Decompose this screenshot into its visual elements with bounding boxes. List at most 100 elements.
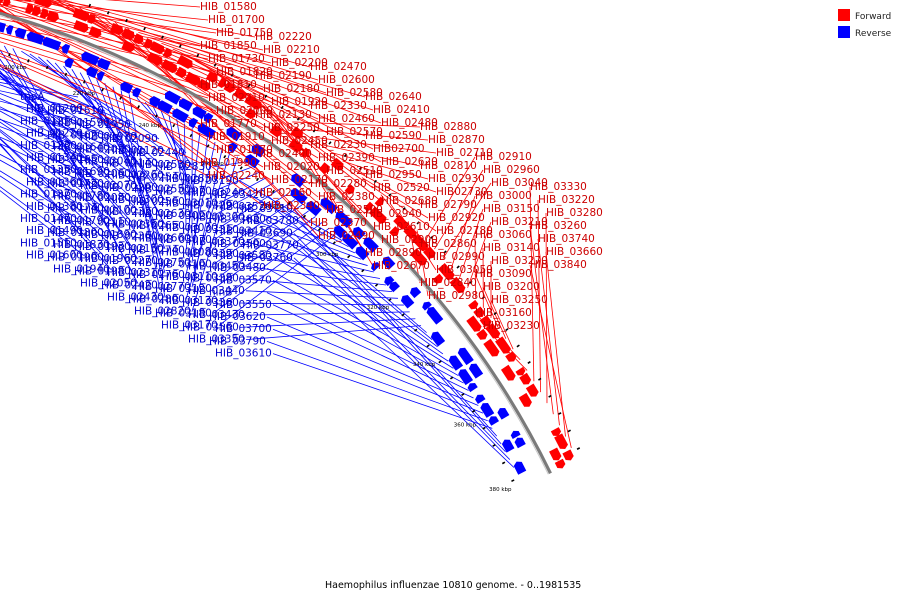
leader-line (0, 153, 79, 195)
reverse-gene-arrow (363, 237, 379, 253)
forward-gene-arrow (505, 351, 517, 362)
reverse-gene-label: HIB_01610 (47, 105, 104, 117)
feature-mark (358, 166, 363, 170)
reverse-gene-arrow (251, 143, 266, 158)
reverse-gene-arrow (42, 36, 62, 51)
forward-gene-label: HIB_03280 (546, 207, 603, 219)
leader-line (0, 138, 112, 246)
forward-gene-label: HIB_02920 (428, 212, 485, 224)
leader-line (0, 121, 112, 197)
leader-line (79, 72, 166, 225)
forward-gene-arrow (46, 10, 59, 22)
forward-gene-label: HIB_02780 (436, 225, 493, 237)
forward-gene-label: HIB_02020 (263, 161, 320, 173)
forward-gene-arrow (393, 214, 409, 230)
feature-mark (101, 88, 104, 92)
reverse-gene-label: HIB_02770 (134, 281, 191, 293)
feature-mark (264, 94, 268, 98)
reverse-gene-arrow (203, 112, 214, 124)
leader-line (212, 182, 274, 217)
leader-line (0, 175, 85, 232)
reverse-gene-arrow (335, 210, 353, 228)
forward-gene-label: HIB_02620 (381, 156, 438, 168)
reverse-gene-arrow (86, 66, 99, 79)
reverse-gene-arrow (501, 439, 515, 453)
reverse-gene-arrow (81, 51, 100, 66)
leader-line (239, 318, 416, 328)
forward-gene-arrow (34, 0, 53, 8)
reverse-gene-label: HIB_03610 (215, 348, 272, 360)
reverse-gene-arrow (172, 108, 189, 123)
forward-gene-label: HIB_02950 (365, 169, 422, 181)
reverse-gene-arrow (226, 126, 242, 142)
forward-gene-arrow (562, 449, 574, 461)
forward-gene-label: HIB_02640 (365, 91, 422, 103)
forward-gene-arrow (161, 59, 177, 74)
reverse-gene-arrow (5, 25, 14, 35)
leader-line (184, 123, 187, 227)
forward-gene-label: HIB_02590 (365, 130, 422, 142)
feature-mark (482, 426, 486, 430)
forward-gene-label: HIB_02010 (208, 92, 265, 104)
reverse-gene-label: HIB_03100 (155, 259, 212, 271)
forward-gene-label: HIB_02610 (373, 221, 430, 233)
leader-line (0, 108, 85, 134)
leader-line (0, 53, 209, 138)
reverse-gene-label: HIB_03570 (215, 274, 272, 286)
forward-gene-label: HIB_03740 (538, 233, 595, 245)
forward-gene-label: HIB_02870 (428, 134, 485, 146)
reverse-gene-label: HIB_02630 (134, 208, 191, 220)
leader-line (272, 231, 444, 355)
reverse-gene-label: HIB_03560 (182, 321, 239, 333)
leader-line (0, 70, 133, 223)
reverse-gene-arrow (355, 246, 370, 261)
forward-gene-arrow (146, 51, 163, 66)
reverse-gene-arrow (400, 294, 415, 309)
reverse-gene-label: HIB_03690 (236, 227, 293, 239)
leader-line (0, 72, 139, 211)
forward-gene-label: HIB_02930 (428, 173, 485, 185)
reverse-gene-arrow (342, 233, 359, 250)
reverse-gene-arrow (467, 383, 478, 393)
reverse-gene-label: HIB_02070 (80, 180, 137, 192)
leader-line (0, 23, 217, 73)
leader-line (302, 129, 429, 141)
forward-gene-arrow (374, 196, 385, 207)
feature-mark (45, 65, 49, 70)
forward-gene-label: HIB_02790 (420, 199, 477, 211)
leader-line (545, 251, 566, 437)
forward-gene-arrow (437, 262, 455, 281)
forward-gene-arrow (217, 77, 227, 88)
forward-gene-label: HIB_03060 (475, 229, 532, 241)
reverse-gene-label: HIB_03780 (242, 215, 299, 227)
feature-mark (481, 296, 485, 300)
reverse-gene-label: HIB_03080 (161, 246, 218, 258)
leader-line (50, 0, 327, 94)
leader-line (0, 65, 133, 126)
forward-gene-label: HIB_01920 (271, 96, 328, 108)
reverse-gene-arrow (384, 276, 395, 287)
leader-line (160, 110, 193, 190)
leader-line (0, 4, 217, 34)
leader-line (352, 168, 421, 206)
reverse-gene-label: HIB_02430 (107, 292, 164, 304)
forward-gene-arrow (244, 94, 262, 111)
kbp-tick-label: 280 kbp (261, 204, 284, 210)
forward-gene-arrow (330, 157, 344, 171)
forward-gene-label: HIB_02480 (381, 117, 438, 129)
forward-gene-arrow (554, 433, 568, 450)
reverse-gene-label: HIB_01900 (47, 251, 104, 263)
reverse-gene-label: HIB_02060 (74, 168, 131, 180)
forward-gene-label: HIB_02990 (428, 251, 485, 263)
forward-gene-arrow (518, 392, 532, 407)
leader-line (0, 3, 264, 90)
reverse-gene-label: HIB_02140 (101, 157, 158, 169)
reverse-gene-label: HIB_01790 (53, 215, 110, 227)
feature-mark (402, 207, 406, 211)
forward-gene-label: HIB_02600 (318, 74, 375, 86)
feature-mark (548, 394, 552, 398)
forward-gene-arrow (485, 322, 501, 339)
forward-gene-label: HIB_02840 (420, 277, 477, 289)
reverse-gene-label: HIB_03440 (188, 285, 245, 297)
